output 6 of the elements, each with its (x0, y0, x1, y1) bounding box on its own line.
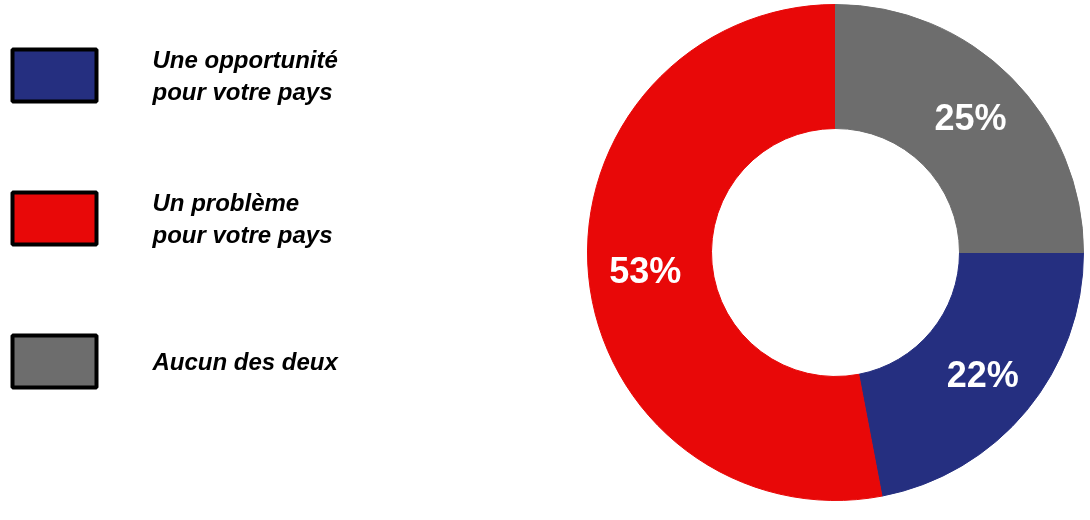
data-label: 25% (934, 96, 1007, 138)
data-label: 53% (609, 249, 682, 291)
data-label: 22% (946, 353, 1019, 395)
legend-label: Un problème pour votre pays (151, 189, 333, 248)
legend-label: Une opportunité pour votre pays (151, 46, 338, 105)
legend-label: Aucun des deux (151, 348, 340, 375)
